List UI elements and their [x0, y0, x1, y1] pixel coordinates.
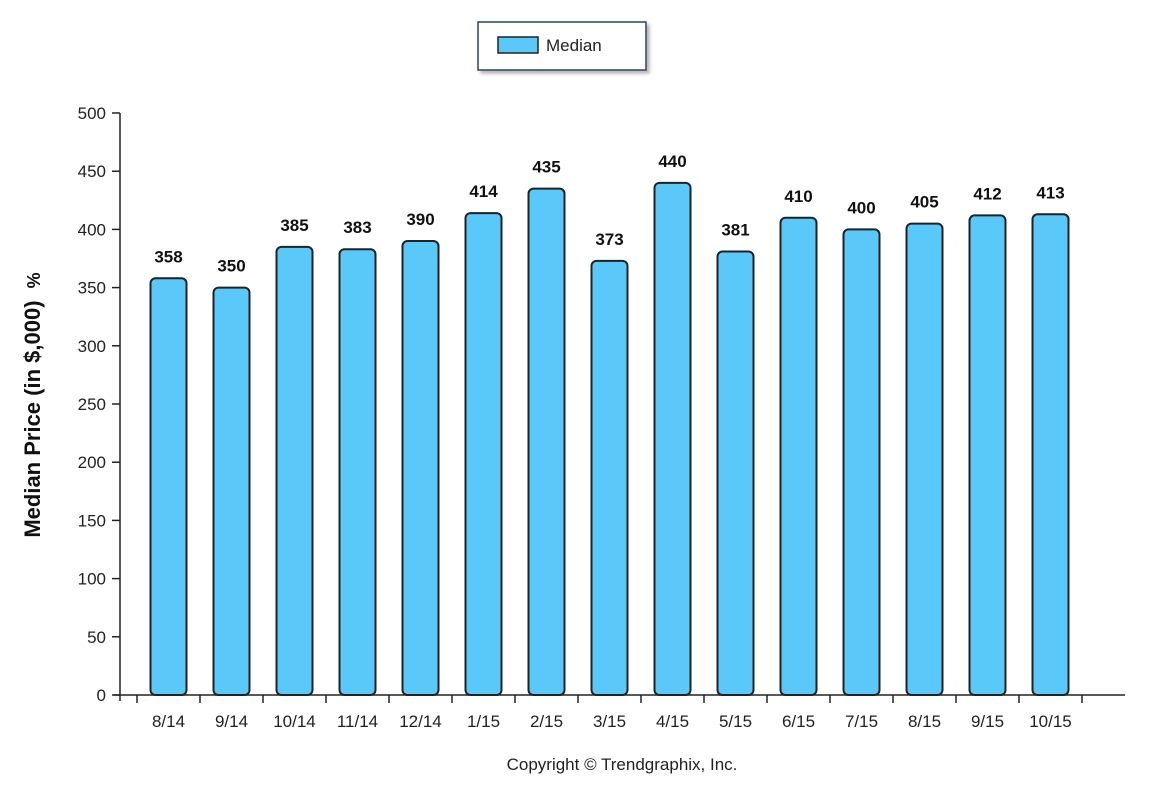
x-tick-label: 3/15: [593, 712, 626, 731]
x-tick-label: 1/15: [467, 712, 500, 731]
bar-value-label: 412: [973, 184, 1001, 203]
bar: [1031, 213, 1070, 696]
y-tick-label: 200: [78, 453, 106, 472]
y-tick-label: 300: [78, 337, 106, 356]
bar: [275, 245, 314, 697]
x-tick-label: 12/14: [399, 712, 442, 731]
bar-value-label: 400: [847, 198, 875, 217]
legend-label: Median: [546, 36, 602, 55]
y-tick-label: 500: [78, 104, 106, 123]
bar: [338, 248, 377, 697]
bar-value-label: 413: [1036, 183, 1064, 202]
legend-swatch: [497, 36, 539, 54]
x-tick-label: 9/14: [215, 712, 248, 731]
y-tick-label: 350: [78, 279, 106, 298]
bar: [590, 259, 629, 696]
bar-value-label: 358: [154, 247, 182, 266]
y-tick-label: 450: [78, 162, 106, 181]
x-tick-label: 7/15: [845, 712, 878, 731]
x-tick-label: 11/14: [337, 712, 378, 731]
y-tick-label: 0: [97, 686, 106, 705]
bar: [464, 212, 503, 696]
bar-value-label: 350: [217, 257, 245, 276]
y-tick-label: 400: [78, 220, 106, 239]
copyright-text: Copyright © Trendgraphix, Inc.: [507, 755, 738, 774]
bar-value-label: 414: [469, 182, 498, 201]
bar: [212, 286, 251, 696]
bar: [527, 187, 566, 696]
x-tick-label: 6/15: [782, 712, 815, 731]
bar-value-label: 405: [910, 193, 938, 212]
bars: 358 350 385 383 390 414 435 373 440 381 410 400 405 4…: [149, 152, 1070, 697]
legend: Median: [477, 21, 647, 71]
bar-value-label: 383: [343, 218, 371, 237]
x-tick-label: 10/15: [1029, 712, 1072, 731]
bar: [968, 214, 1007, 696]
bar-value-label: 410: [784, 187, 812, 206]
y-axis-unit: %: [24, 272, 44, 288]
bar-value-label: 385: [280, 216, 308, 235]
bar: [149, 277, 188, 696]
bar: [905, 222, 944, 697]
y-tick-label: 150: [78, 511, 106, 530]
bar-value-label: 435: [532, 158, 560, 177]
bar-value-label: 381: [721, 221, 749, 240]
y-tick-label: 250: [78, 395, 106, 414]
x-tick-label: 4/15: [656, 712, 689, 731]
x-axis: 8/14 9/14 10/14 11/14 12/14 1/15 2/15 3/15 4/15 5…: [114, 694, 1125, 731]
y-axis: 0 50 100 150 200 250 300 350 400 450 500: [78, 104, 121, 705]
bar-value-label: 440: [658, 152, 686, 171]
x-tick-label: 2/15: [530, 712, 563, 731]
bar: [401, 240, 440, 696]
bar-value-label: 390: [406, 210, 434, 229]
bar: [653, 181, 692, 696]
bar-value-label: 373: [595, 230, 623, 249]
x-tick-label: 5/15: [719, 712, 752, 731]
bar: [842, 228, 881, 696]
y-axis-title-text: Median Price (in $,000): [20, 300, 45, 537]
bar: [779, 216, 818, 696]
y-axis-title-group: Median Price (in $,000) %: [20, 272, 45, 537]
y-axis-title: Median Price (in $,000) %: [20, 272, 45, 537]
x-tick-label: 8/14: [152, 712, 185, 731]
y-tick-label: 100: [78, 570, 106, 589]
x-tick-label: 8/15: [908, 712, 941, 731]
y-tick-label: 50: [87, 628, 106, 647]
x-tick-label: 9/15: [971, 712, 1004, 731]
x-tick-label: 10/14: [273, 712, 316, 731]
bar: [716, 250, 755, 697]
